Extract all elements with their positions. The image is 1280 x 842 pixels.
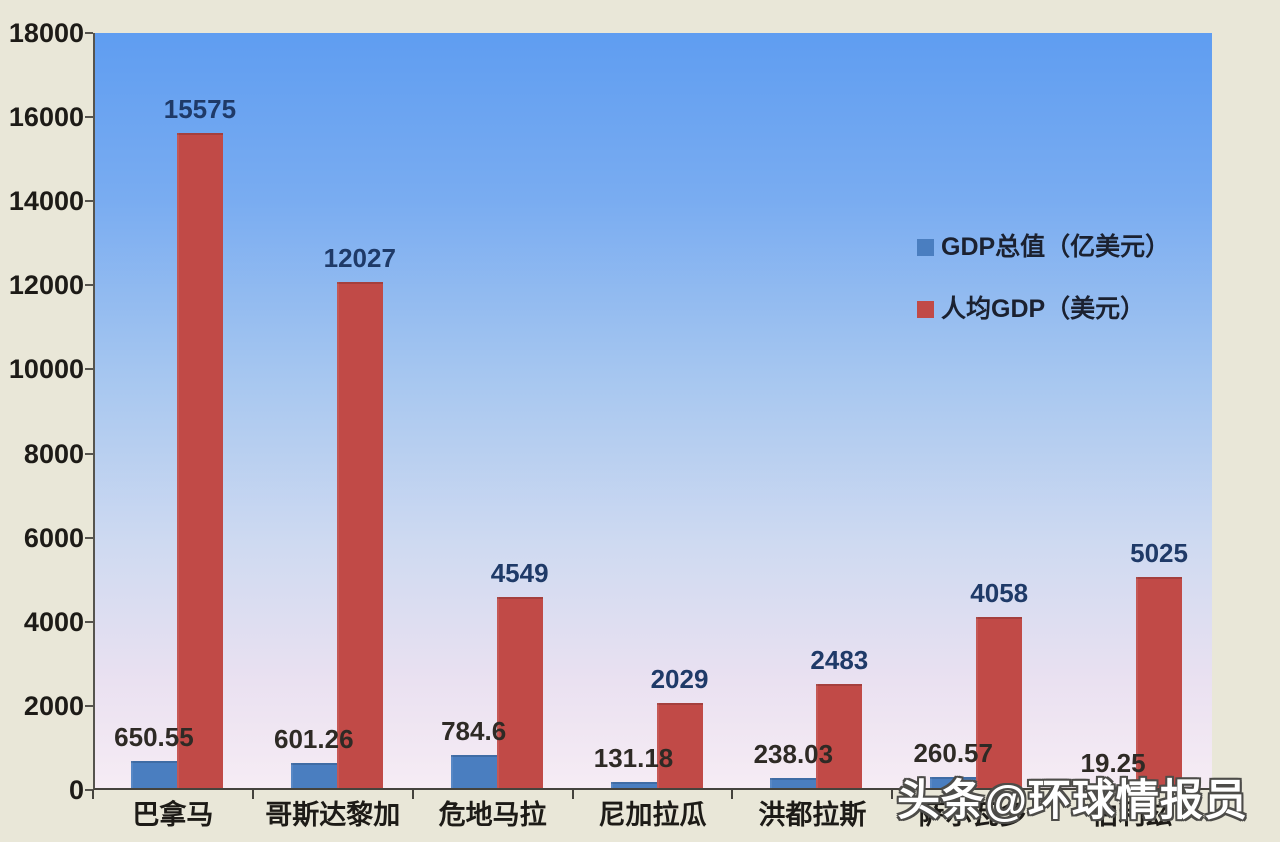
watermark: 头条@环球情报员 xyxy=(897,777,1248,825)
x-category-label: 危地马拉 xyxy=(438,800,547,830)
bar-segment xyxy=(496,596,543,788)
y-tick-mark xyxy=(85,452,93,455)
x-category-label: 巴拿马 xyxy=(132,800,214,830)
y-tick-label: 8000 xyxy=(23,438,84,469)
y-tick-label: 6000 xyxy=(23,522,84,553)
y-tick-mark xyxy=(85,368,93,371)
bar-value-label: 238.03 xyxy=(753,739,834,769)
bar-value-label: 2483 xyxy=(810,644,869,675)
y-tick-mark xyxy=(85,32,93,34)
bar-segment xyxy=(816,683,863,788)
bar-value-label: 4549 xyxy=(490,557,549,588)
bar-value-label: 4058 xyxy=(970,578,1029,609)
y-tick-mark xyxy=(85,284,93,287)
bar-segment xyxy=(130,760,177,788)
bar-segment xyxy=(610,782,657,788)
y-tick-label: 14000 xyxy=(8,186,84,217)
x-category-label: 萨尔瓦多 xyxy=(918,800,1027,830)
y-tick-label: 12000 xyxy=(8,270,84,301)
bar-segment xyxy=(290,762,337,788)
legend-label-gdp-per-capita: 人均GDP（美元） xyxy=(941,294,1146,323)
y-tick-label: 0 xyxy=(68,775,84,805)
y-tick-label: 16000 xyxy=(8,102,84,133)
bar-segment xyxy=(1090,787,1137,788)
y-tick-mark xyxy=(85,536,93,539)
y-tick-mark xyxy=(85,704,93,707)
y-tick-label: 2000 xyxy=(23,690,84,721)
bar-segment xyxy=(176,133,223,788)
legend-swatch-red-icon xyxy=(917,300,934,318)
bar-segment xyxy=(656,702,703,788)
bar-value-label: 784.6 xyxy=(441,716,507,747)
y-tick-label: 18000 xyxy=(8,18,84,48)
bar-segment xyxy=(450,755,497,788)
legend: GDP总值（亿美元） 人均GDP（美元） xyxy=(917,233,1171,324)
x-tick-mark xyxy=(1211,790,1213,799)
bar-segment xyxy=(1136,576,1183,788)
bar-segment xyxy=(336,282,383,788)
bar-value-label: 601.26 xyxy=(274,723,354,754)
x-tick-mark xyxy=(571,790,574,799)
legend-label-gdp-total: GDP总值（亿美元） xyxy=(941,233,1171,261)
bar-segment xyxy=(770,778,817,788)
y-tick-mark xyxy=(85,789,93,791)
bar-value-label: 15575 xyxy=(163,94,237,124)
y-tick-label: 10000 xyxy=(8,354,84,385)
x-tick-mark xyxy=(731,790,734,799)
x-tick-mark xyxy=(92,790,94,799)
bar-value-label: 19.25 xyxy=(1080,748,1146,778)
x-category-label: 洪都拉斯 xyxy=(758,800,867,830)
y-tick-mark xyxy=(85,620,93,623)
bar-value-label: 131.18 xyxy=(593,743,674,774)
x-tick-mark xyxy=(891,790,894,799)
x-category-label: 伯利兹 xyxy=(1091,800,1173,830)
x-category-label: 尼加拉瓜 xyxy=(598,800,707,830)
y-tick-mark xyxy=(85,200,93,203)
legend-swatch-blue-icon xyxy=(917,239,934,257)
legend-item-gdp-total: GDP总值（亿美元） xyxy=(917,233,1171,262)
x-category-label: 哥斯达黎加 xyxy=(265,800,401,830)
x-tick-mark xyxy=(251,790,254,799)
bar-value-label: 5025 xyxy=(1130,537,1188,568)
plot-area: GDP总值（亿美元） 人均GDP（美元） 650.55 601.26 784.6 13… xyxy=(93,33,1212,790)
y-tick-label: 4000 xyxy=(23,606,84,637)
bar-value-label: 260.57 xyxy=(913,738,993,769)
bar-value-label: 2029 xyxy=(650,663,709,694)
x-tick-mark xyxy=(1051,790,1054,799)
legend-item-gdp-per-capita: 人均GDP（美元） xyxy=(917,294,1170,324)
bar-value-label: 650.55 xyxy=(114,721,194,752)
bar-segment xyxy=(976,617,1023,788)
bar-value-label: 12027 xyxy=(323,243,396,274)
bar-segment xyxy=(930,777,977,788)
y-tick-mark xyxy=(85,116,93,119)
x-tick-mark xyxy=(411,790,414,799)
